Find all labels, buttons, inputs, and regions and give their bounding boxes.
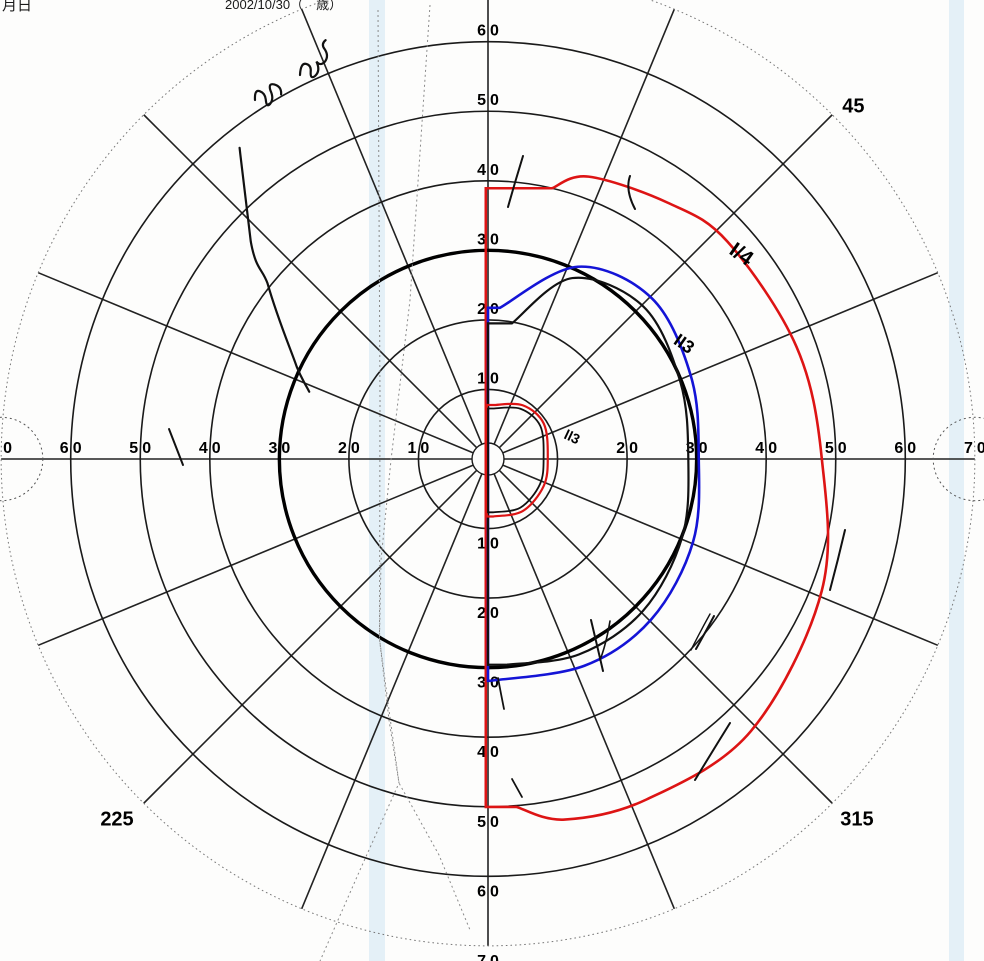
svg-text:5: 5 — [825, 440, 834, 457]
svg-text:0: 0 — [490, 301, 499, 318]
svg-text:6: 6 — [60, 440, 69, 457]
svg-text:0: 0 — [212, 440, 221, 457]
svg-text:4: 4 — [199, 440, 208, 457]
svg-text:0: 0 — [490, 744, 499, 761]
svg-text:4: 4 — [755, 440, 764, 457]
svg-text:0: 0 — [629, 440, 638, 457]
svg-text:315: 315 — [840, 808, 873, 830]
svg-text:0: 0 — [490, 814, 499, 831]
svg-text:7: 7 — [477, 953, 486, 961]
svg-text:2: 2 — [338, 440, 347, 457]
svg-text:0: 0 — [281, 440, 290, 457]
svg-text:0: 0 — [490, 883, 499, 900]
svg-text:0: 0 — [768, 440, 777, 457]
svg-text:1: 1 — [407, 440, 416, 457]
svg-text:225: 225 — [100, 808, 133, 830]
svg-text:2: 2 — [616, 440, 625, 457]
svg-text:0: 0 — [490, 370, 499, 387]
svg-text:0: 0 — [3, 440, 12, 457]
svg-text:6: 6 — [477, 883, 486, 900]
svg-text:0: 0 — [490, 162, 499, 179]
svg-text:0: 0 — [838, 440, 847, 457]
svg-text:0: 0 — [977, 440, 984, 457]
svg-text:7: 7 — [964, 440, 973, 457]
svg-text:0: 0 — [490, 675, 499, 692]
svg-text:6: 6 — [477, 23, 486, 40]
svg-text:0: 0 — [490, 605, 499, 622]
svg-text:5: 5 — [129, 440, 138, 457]
svg-text:0: 0 — [490, 536, 499, 553]
svg-text:0: 0 — [142, 440, 151, 457]
svg-text:4: 4 — [477, 162, 486, 179]
svg-text:5: 5 — [477, 92, 486, 109]
svg-text:0: 0 — [490, 23, 499, 40]
svg-text:月日: 月日 — [2, 0, 32, 14]
svg-text:0: 0 — [490, 92, 499, 109]
svg-text:0: 0 — [907, 440, 916, 457]
svg-text:0: 0 — [420, 440, 429, 457]
svg-text:0: 0 — [490, 231, 499, 248]
svg-text:0: 0 — [351, 440, 360, 457]
svg-text:0: 0 — [490, 953, 499, 961]
svg-text:3: 3 — [268, 440, 277, 457]
svg-text:5: 5 — [477, 814, 486, 831]
svg-text:6: 6 — [894, 440, 903, 457]
svg-text:0: 0 — [73, 440, 82, 457]
svg-text:ll3: ll3 — [562, 426, 583, 447]
svg-text:2002/10/30（ 歳）: 2002/10/30（ 歳） — [225, 0, 342, 12]
svg-text:45: 45 — [842, 96, 864, 118]
